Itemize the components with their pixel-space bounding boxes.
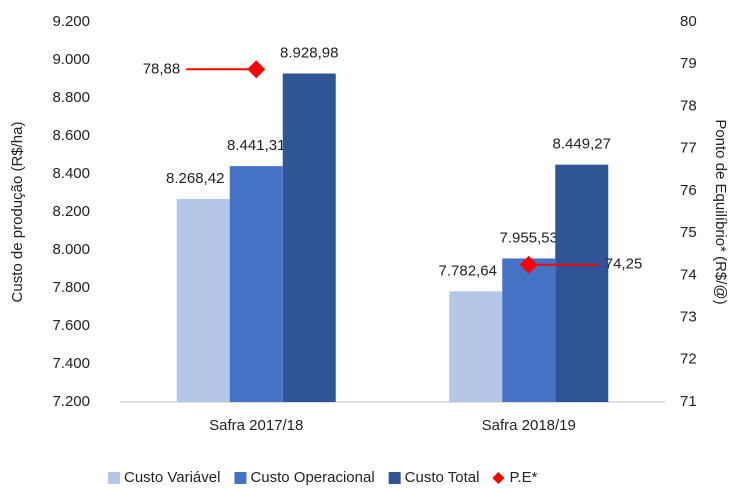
data-label: 8.449,27 bbox=[553, 136, 611, 153]
legend-label: Custo Operacional bbox=[250, 469, 374, 486]
y-axis-title: Custo de produção (R$/ha) bbox=[9, 122, 26, 303]
y2-tick-label: 72 bbox=[680, 351, 697, 368]
data-label: 7.955,53 bbox=[500, 229, 558, 246]
y-tick-label: 8.200 bbox=[52, 203, 90, 220]
legend-label: P.E* bbox=[509, 469, 537, 486]
data-label: 74,25 bbox=[605, 256, 643, 273]
y-tick-label: 7.600 bbox=[52, 317, 90, 334]
y-tick-label: 7.400 bbox=[52, 355, 90, 372]
y2-tick-label: 78 bbox=[680, 97, 697, 114]
y2-tick-label: 75 bbox=[680, 224, 697, 241]
legend-marker bbox=[108, 472, 120, 484]
y-tick-label: 7.200 bbox=[52, 393, 90, 410]
y2-tick-label: 77 bbox=[680, 140, 697, 157]
pe-marker bbox=[519, 255, 538, 274]
data-label: 7.782,64 bbox=[439, 262, 497, 279]
legend-marker bbox=[492, 472, 505, 484]
data-label: 8.268,42 bbox=[166, 170, 224, 187]
legend-marker bbox=[234, 472, 247, 484]
y2-axis-title: Ponto de Equilíbrio* (R$/@) bbox=[712, 119, 729, 304]
bar bbox=[555, 164, 609, 402]
bar bbox=[229, 166, 283, 402]
y-tick-label: 8.400 bbox=[52, 165, 90, 182]
y2-tick-label: 80 bbox=[680, 13, 697, 30]
legend-label: Custo Total bbox=[405, 469, 480, 486]
y2-tick-label: 79 bbox=[680, 55, 697, 72]
legend-label: Custo Variável bbox=[124, 469, 220, 486]
y-tick-label: 8.600 bbox=[52, 127, 90, 144]
bar bbox=[282, 73, 336, 402]
y-tick-label: 9.200 bbox=[52, 13, 90, 30]
y2-tick-label: 76 bbox=[680, 182, 697, 199]
y-tick-label: 7.800 bbox=[52, 279, 90, 296]
bar bbox=[176, 199, 230, 402]
x-tick-label: Safra 2018/19 bbox=[482, 417, 576, 434]
y2-tick-label: 73 bbox=[680, 309, 697, 326]
pe-marker bbox=[247, 60, 266, 79]
y-tick-label: 9.000 bbox=[52, 51, 90, 68]
bar bbox=[502, 258, 556, 402]
data-label: 8.928,98 bbox=[280, 44, 338, 61]
bar bbox=[449, 291, 503, 402]
data-label: 8.441,31 bbox=[227, 137, 285, 154]
y-tick-label: 8.800 bbox=[52, 89, 90, 106]
data-label: 78,88 bbox=[143, 60, 181, 77]
legend-marker bbox=[388, 472, 401, 484]
y2-tick-label: 71 bbox=[680, 393, 697, 410]
y2-tick-label: 74 bbox=[680, 266, 697, 283]
x-tick-label: Safra 2017/18 bbox=[209, 417, 303, 434]
y-tick-label: 8.000 bbox=[52, 241, 90, 258]
